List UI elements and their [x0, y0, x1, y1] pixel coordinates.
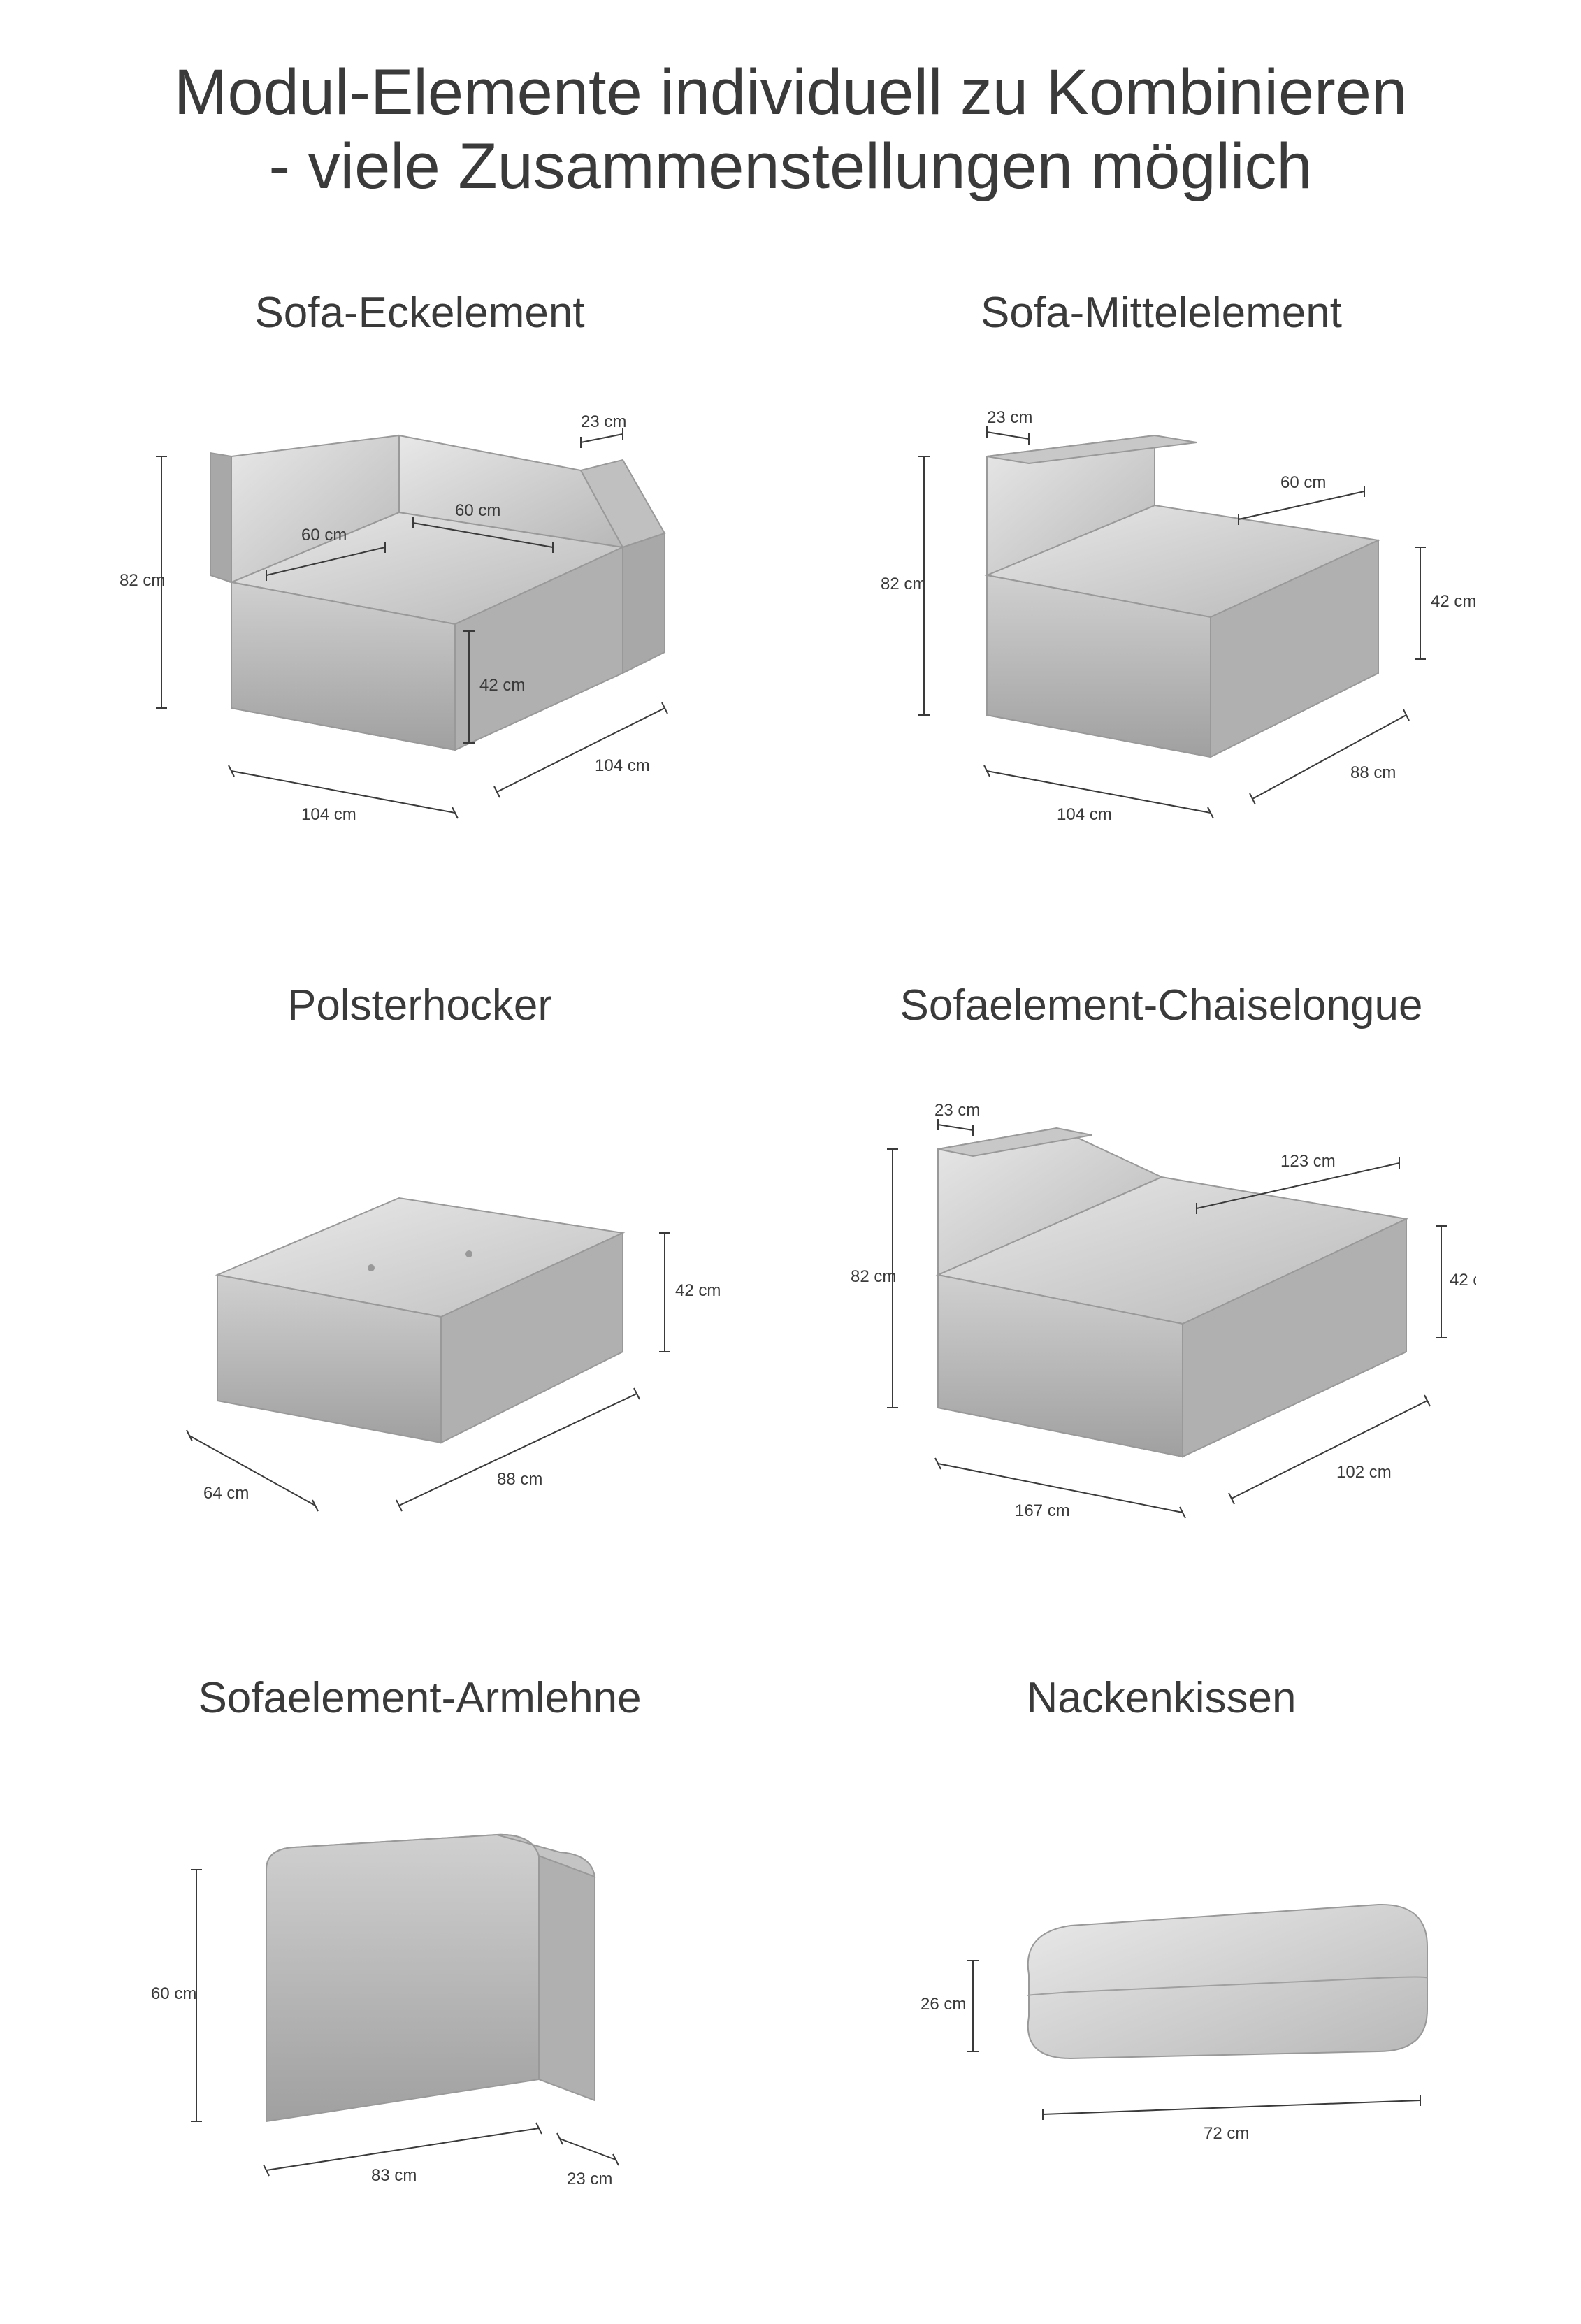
dim-label: 60 cm — [455, 501, 500, 520]
dim-label: 88 cm — [497, 1470, 542, 1489]
dim-label: 82 cm — [881, 575, 926, 593]
furniture-diagram: 26 cm 72 cm — [811, 1751, 1511, 2240]
dim-label: 42 cm — [1431, 592, 1476, 611]
page: Modul-Elemente individuell zu Kombiniere… — [0, 0, 1581, 2324]
furniture-diagram: 60 cm 83 cm 23 cm — [70, 1751, 770, 2240]
furniture-diagram: 23 cm 82 cm 60 cm 42 cm — [811, 366, 1511, 855]
dim-label: 26 cm — [921, 1995, 966, 2014]
item-polsterhocker: Polsterhocker — [70, 981, 770, 1547]
item-title: Sofaelement-Chaiselongue — [900, 981, 1423, 1030]
page-title: Modul-Elemente individuell zu Kombiniere… — [70, 56, 1511, 204]
dim-label: 23 cm — [987, 408, 1032, 427]
item-title: Sofaelement-Armlehne — [198, 1673, 641, 1723]
item-sofa-mittelelement: Sofa-Mittelelement — [811, 288, 1511, 855]
dim-label: 104 cm — [301, 805, 356, 824]
dim-label: 102 cm — [1336, 1463, 1392, 1482]
dim-label: 60 cm — [301, 526, 347, 544]
dim-label: 23 cm — [567, 2170, 612, 2188]
dim-label: 82 cm — [851, 1267, 896, 1286]
dim-label: 42 cm — [479, 676, 525, 695]
dim-label: 64 cm — [203, 1484, 249, 1503]
item-armlehne: Sofaelement-Armlehne — [70, 1673, 770, 2240]
title-line-2: - viele Zusammenstellungen möglich — [268, 131, 1312, 202]
dim-label: 104 cm — [1057, 805, 1112, 824]
furniture-diagram: 23 cm 82 cm 123 cm 42 cm — [811, 1058, 1511, 1547]
dim-label: 72 cm — [1204, 2124, 1249, 2143]
item-chaiselongue: Sofaelement-Chaiselongue — [811, 981, 1511, 1547]
dim-label: 23 cm — [934, 1101, 980, 1120]
dim-label: 60 cm — [151, 1984, 196, 2003]
furniture-diagram: 82 cm 60 cm 60 cm 23 cm — [70, 366, 770, 855]
dim-label: 42 cm — [675, 1281, 721, 1300]
title-line-1: Modul-Elemente individuell zu Kombiniere… — [174, 57, 1407, 128]
dim-label: 60 cm — [1280, 473, 1326, 492]
dim-label: 83 cm — [371, 2166, 417, 2185]
furniture-diagram: 42 cm 64 cm 88 cm — [70, 1058, 770, 1547]
dim-label: 82 cm — [120, 571, 165, 590]
item-title: Nackenkissen — [1027, 1673, 1297, 1723]
dim-label: 123 cm — [1280, 1152, 1336, 1171]
item-sofa-eckelement: Sofa-Eckelement — [70, 288, 770, 855]
dim-label: 104 cm — [595, 756, 650, 775]
item-title: Sofa-Eckelement — [254, 288, 584, 338]
dim-label: 23 cm — [581, 412, 626, 431]
item-nackenkissen: Nackenkissen — [811, 1673, 1511, 2240]
item-title: Sofa-Mittelelement — [981, 288, 1342, 338]
items-grid: Sofa-Eckelement — [70, 288, 1511, 2240]
item-title: Polsterhocker — [287, 981, 552, 1030]
dim-label: 42 cm — [1450, 1271, 1476, 1290]
dim-label: 88 cm — [1350, 763, 1396, 782]
dim-label: 167 cm — [1015, 1501, 1070, 1520]
